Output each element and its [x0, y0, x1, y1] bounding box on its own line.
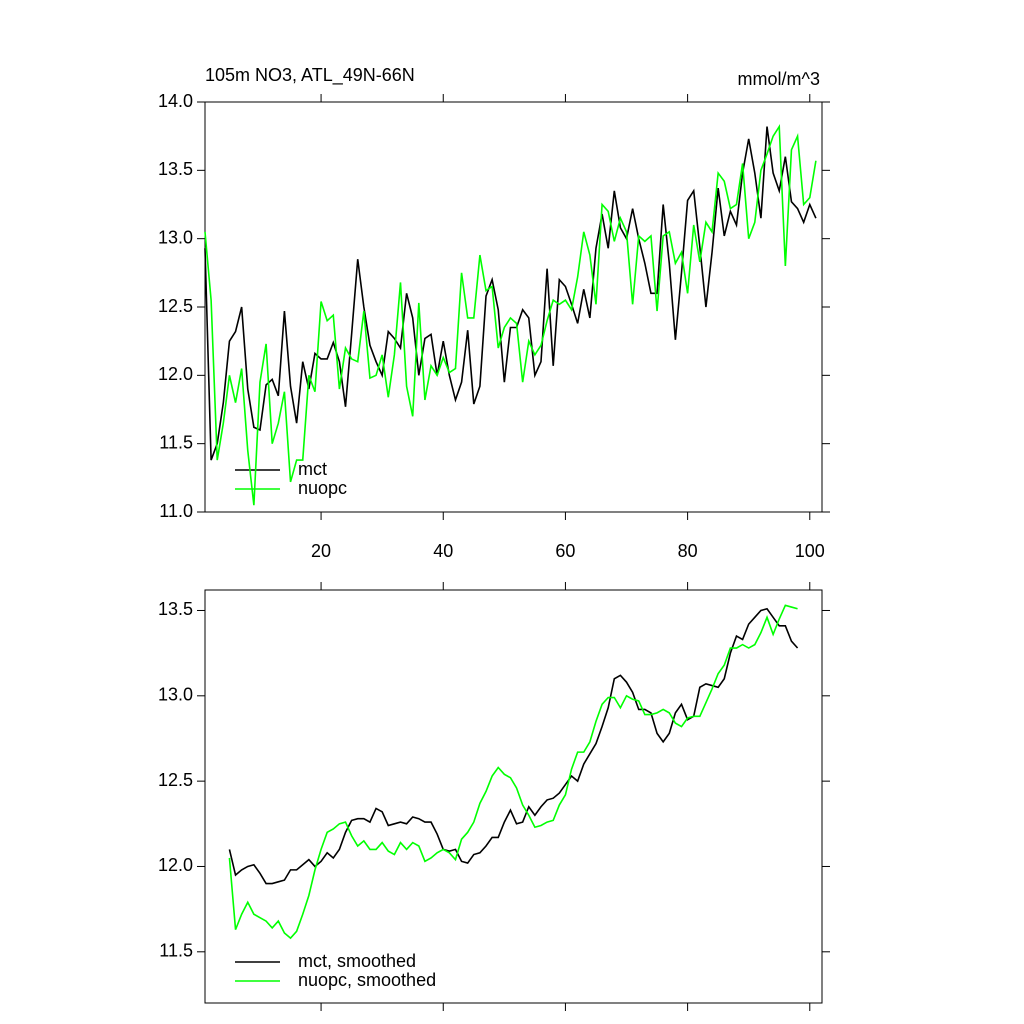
y-tick-label: 11.0	[159, 501, 193, 521]
x-tick-label: 100	[795, 541, 825, 561]
x-tick-label: 40	[433, 541, 453, 561]
data-line	[228, 604, 798, 940]
x-tick-label: 20	[311, 541, 331, 561]
data-line	[228, 607, 799, 885]
plot-frame	[204, 101, 823, 513]
y-tick-label: 12.0	[158, 364, 193, 384]
y-tick-label: 12.0	[158, 855, 193, 875]
legend-label: mct, smoothed	[298, 951, 416, 971]
data-line	[204, 126, 817, 461]
y-tick-label: 11.5	[159, 432, 193, 452]
y-tick-label: 13.0	[158, 227, 193, 247]
data-line	[204, 124, 817, 506]
y-tick-label: 12.5	[158, 296, 193, 316]
chart-title: 105m NO3, ATL_49N-66N	[205, 65, 415, 86]
plot-frame	[204, 589, 823, 1004]
x-tick-label: 60	[555, 541, 575, 561]
legend-label: nuopc	[298, 478, 347, 498]
legend-label: nuopc, smoothed	[298, 970, 436, 990]
y-tick-label: 13.5	[158, 599, 193, 619]
y-tick-label: 13.5	[158, 159, 193, 179]
y-tick-label: 12.5	[158, 770, 193, 790]
y-tick-label: 11.5	[159, 941, 193, 961]
x-tick-label: 80	[678, 541, 698, 561]
legend-label: mct	[298, 459, 327, 479]
units-label: mmol/m^3	[738, 69, 820, 89]
y-tick-label: 13.0	[158, 685, 193, 705]
y-tick-label: 14.0	[158, 91, 193, 111]
